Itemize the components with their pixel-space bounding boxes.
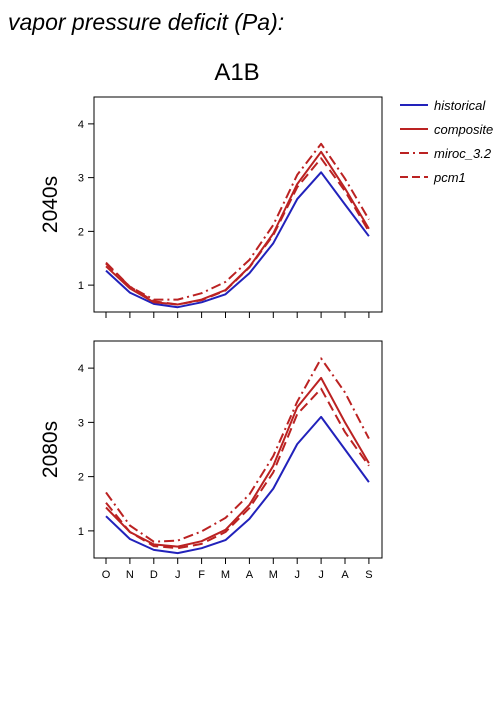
y-tick-label: 2 (78, 226, 84, 238)
series-line-miroc-3-2 (105, 142, 370, 301)
y-tick-label: 2 (78, 472, 84, 484)
x-tick-label: J (318, 569, 324, 581)
y-tick-label: 1 (78, 526, 84, 538)
series-line-pcm1 (105, 387, 370, 550)
series-line-pcm1 (105, 157, 370, 306)
legend-label: historical (434, 98, 486, 113)
legend: historical composite miroc_3.2 pcm1 (400, 98, 493, 185)
plot-frame (93, 96, 383, 313)
legend-label: miroc_3.2 (434, 146, 492, 161)
panel-label: 2080s (39, 421, 62, 478)
legend-label: composite (434, 122, 493, 137)
plot-frame (93, 340, 383, 559)
series-line-composite (105, 376, 370, 548)
x-tick-label: J (294, 569, 300, 581)
y-tick-label: 3 (78, 417, 84, 429)
series-line-miroc-3-2 (105, 357, 370, 543)
x-tick-label: J (175, 569, 181, 581)
series-line-historical (105, 171, 370, 309)
x-tick-label: M (221, 569, 230, 581)
x-tick-label: O (102, 569, 111, 581)
x-tick-label: A (341, 569, 349, 581)
page-title: vapor pressure deficit (Pa): (8, 9, 284, 35)
x-tick-label: F (198, 569, 205, 581)
panel-2080s: 1 2 3 4 O N D J F M A M J J A S 2080s (39, 340, 383, 581)
y-tick-label: 4 (78, 119, 84, 131)
legend-label: pcm1 (433, 170, 466, 185)
series-line-composite (105, 150, 370, 306)
x-tick-label: S (365, 569, 372, 581)
x-tick-label: A (246, 569, 254, 581)
panel-label: 2040s (39, 176, 62, 233)
x-tick-label: D (150, 569, 158, 581)
panel-2040s: 1 2 3 4 2040s (39, 96, 383, 318)
y-tick-label: 4 (78, 363, 84, 375)
y-tick-label: 1 (78, 280, 84, 292)
y-tick-label: 3 (78, 173, 84, 185)
x-tick-label: N (126, 569, 134, 581)
series-line-historical (105, 415, 370, 555)
scenario-title: A1B (214, 59, 259, 86)
x-tick-label: M (269, 569, 278, 581)
